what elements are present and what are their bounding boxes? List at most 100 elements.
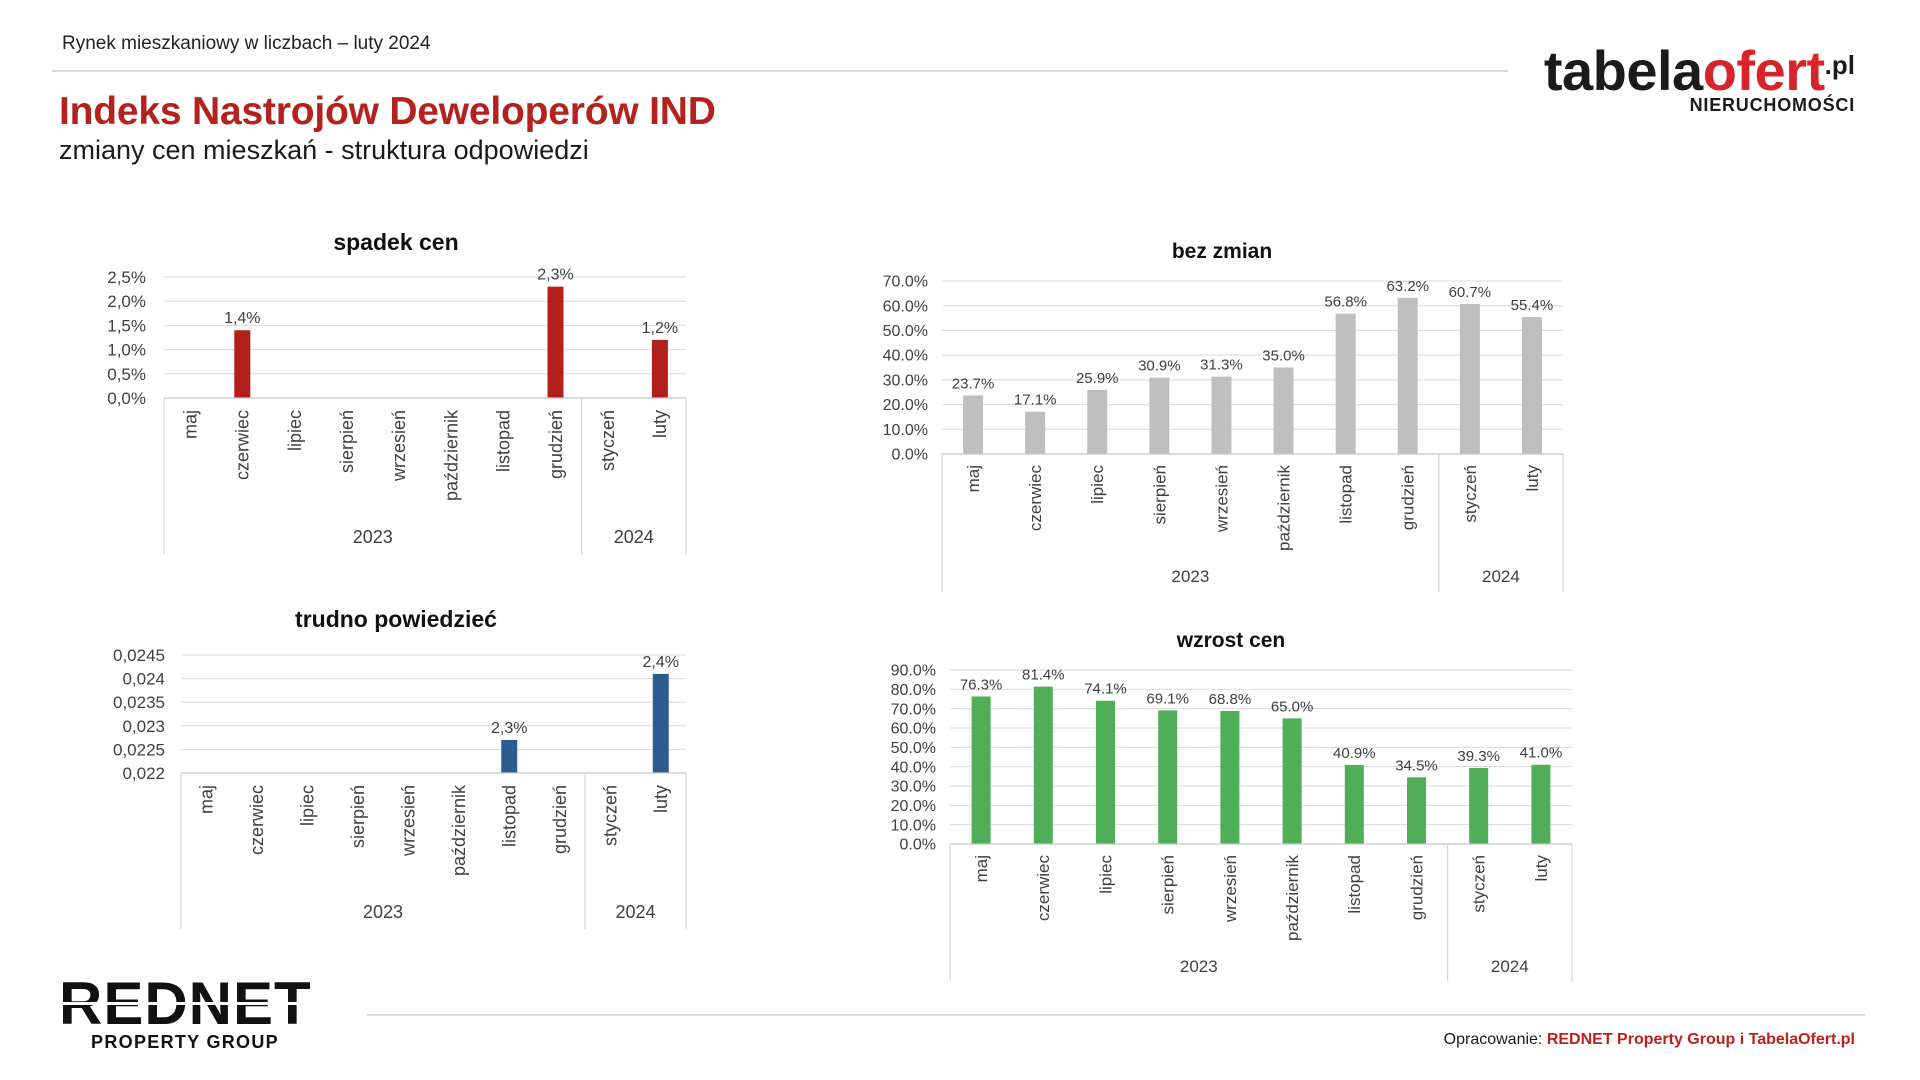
y-tick-label: 0,5% bbox=[107, 365, 146, 384]
y-tick-label: 2,5% bbox=[107, 268, 146, 287]
tabelaofert-logo-tagline: NIERUCHOMOŚCI bbox=[1689, 95, 1855, 115]
x-tick-label: październik bbox=[1283, 855, 1302, 941]
chart-trudno-powiedziec: trudno powiedzieć 0,022 0,0225 0,023 0,0235 0… bbox=[113, 606, 687, 929]
x-tick-label: październik bbox=[1275, 465, 1294, 551]
report-name: Rynek mieszkaniowy w liczbach – luty 202… bbox=[62, 33, 431, 54]
y-tick-label: 0,022 bbox=[122, 764, 165, 783]
footer-divider bbox=[367, 1014, 1865, 1016]
data-label: 68.8% bbox=[1209, 691, 1252, 708]
y-tick-label: 0,0245 bbox=[113, 646, 165, 665]
data-label: 69.1% bbox=[1146, 690, 1189, 707]
x-tick-label: listopad bbox=[1337, 465, 1356, 524]
logo-part-pl: .pl bbox=[1824, 50, 1855, 80]
data-label: 2,4% bbox=[643, 654, 679, 671]
x-tick-label: maj bbox=[180, 410, 200, 439]
y-tick-label: 0,0235 bbox=[113, 693, 165, 712]
chart-title: spadek cen bbox=[333, 229, 458, 255]
page-title: Indeks Nastrojów Deweloperów IND bbox=[59, 90, 716, 133]
x-tick-label: maj bbox=[197, 785, 217, 814]
x-tick-label: maj bbox=[972, 855, 991, 882]
y-tick-label: 50.0% bbox=[891, 740, 936, 757]
bar-maj bbox=[963, 395, 984, 454]
x-tick-label: grudzień bbox=[546, 410, 566, 479]
tabelaofert-logo-wordmark: tabelaofert.pl bbox=[1544, 37, 1855, 99]
rednet-logo-tagline: PROPERTY GROUP bbox=[91, 1032, 279, 1052]
x-tick-label: grudzień bbox=[550, 785, 570, 854]
x-tick-label: październik bbox=[441, 409, 461, 501]
x-tick-label: luty bbox=[651, 785, 671, 813]
data-label: 31.3% bbox=[1200, 357, 1243, 374]
y-tick-label: 30.0% bbox=[891, 779, 936, 796]
x-tick-label: lipiec bbox=[298, 785, 318, 826]
data-label: 39.3% bbox=[1457, 748, 1500, 765]
x-tick-label: maj bbox=[964, 465, 983, 492]
data-label: 30.9% bbox=[1138, 358, 1181, 375]
data-label: 55.4% bbox=[1511, 297, 1554, 314]
data-label: 65.0% bbox=[1271, 698, 1314, 715]
x-tick-label: czerwiec bbox=[247, 785, 267, 855]
data-label: 60.7% bbox=[1449, 284, 1492, 301]
bar-pazdziernik bbox=[1282, 718, 1302, 844]
data-label: 41.0% bbox=[1520, 745, 1563, 762]
data-label: 17.1% bbox=[1014, 392, 1057, 409]
y-tick-label: 1,5% bbox=[107, 316, 146, 335]
bar-luty bbox=[1521, 317, 1542, 454]
y-tick-label: 1,0% bbox=[107, 341, 146, 360]
data-label: 40.9% bbox=[1333, 745, 1376, 762]
x-tick-label: czerwiec bbox=[1026, 465, 1045, 532]
data-label: 1,2% bbox=[642, 320, 678, 337]
data-label: 81.4% bbox=[1022, 667, 1065, 684]
y-tick-label: 0,023 bbox=[122, 717, 165, 736]
footer-credit: Opracowanie: REDNET Property Group i Tab… bbox=[1444, 1032, 1855, 1048]
x-tick-label: listopad bbox=[500, 785, 520, 847]
bar-czerwiec bbox=[1025, 411, 1046, 454]
footer-credit-prefix: Opracowanie: bbox=[1443, 1031, 1543, 1048]
y-tick-label: 40.0% bbox=[883, 348, 928, 365]
x-tick-label: luty bbox=[1523, 465, 1542, 492]
x-group-label: 2023 bbox=[1171, 567, 1209, 586]
data-label: 2,3% bbox=[491, 720, 527, 737]
page-subtitle: zmiany cen mieszkań - struktura odpowied… bbox=[59, 135, 589, 165]
bar-luty bbox=[651, 339, 668, 398]
data-label: 56.8% bbox=[1324, 294, 1367, 311]
x-tick-label: sierpień bbox=[348, 785, 368, 848]
x-tick-label: lipiec bbox=[1096, 855, 1115, 894]
bar-listopad bbox=[1335, 313, 1356, 454]
header-divider bbox=[52, 70, 1508, 72]
chart-spadek-cen: spadek cen 0,0% 0,5% 1,0% 1,5% 2,0% 2,5% 1,4% 2,… bbox=[107, 229, 687, 554]
x-tick-label: styczeń bbox=[598, 410, 618, 471]
x-tick-label: wrzesień bbox=[399, 785, 419, 857]
chart-wzrost-cen: wzrost cen 0.0% 10.0% 20.0% 30.0% 40.0% 50.0% 6… bbox=[891, 629, 1573, 981]
rednet-logo: REDNET PROPERTY GROUP bbox=[59, 974, 311, 1051]
y-tick-label: 0.0% bbox=[900, 837, 936, 854]
x-tick-label: listopad bbox=[1345, 855, 1364, 914]
logo-part-tabela: tabela bbox=[1543, 39, 1703, 102]
x-tick-label: wrzesień bbox=[1212, 465, 1231, 533]
x-group-label: 2023 bbox=[1180, 957, 1218, 976]
bar-grudzien bbox=[547, 286, 564, 398]
y-tick-label: 40.0% bbox=[891, 759, 936, 776]
chart-title: bez zmian bbox=[1172, 240, 1272, 263]
data-label: 35.0% bbox=[1262, 348, 1305, 365]
y-tick-label: 0,024 bbox=[122, 670, 165, 689]
y-tick-label: 60.0% bbox=[891, 721, 936, 738]
rednet-logo-stripe bbox=[59, 1002, 311, 1005]
y-tick-label: 60.0% bbox=[883, 298, 928, 315]
x-tick-label: czerwiec bbox=[233, 410, 253, 480]
y-tick-label: 80.0% bbox=[891, 682, 936, 699]
x-tick-label: grudzień bbox=[1407, 855, 1426, 920]
x-tick-label: czerwiec bbox=[1034, 855, 1053, 922]
y-tick-label: 20.0% bbox=[883, 397, 928, 414]
data-label: 74.1% bbox=[1084, 681, 1127, 698]
bar-sierpien bbox=[1158, 710, 1178, 844]
bar-sierpien bbox=[1149, 377, 1170, 454]
y-tick-label: 10.0% bbox=[891, 817, 936, 834]
y-tick-label: 2,0% bbox=[107, 292, 146, 311]
data-label: 23.7% bbox=[952, 375, 995, 392]
y-tick-label: 0.0% bbox=[892, 447, 928, 464]
bar-czerwiec bbox=[1033, 686, 1053, 844]
y-tick-label: 90.0% bbox=[891, 663, 936, 680]
x-tick-label: lipiec bbox=[285, 410, 305, 451]
y-tick-label: 70.0% bbox=[891, 701, 936, 718]
y-tick-label: 0,0% bbox=[107, 389, 146, 408]
